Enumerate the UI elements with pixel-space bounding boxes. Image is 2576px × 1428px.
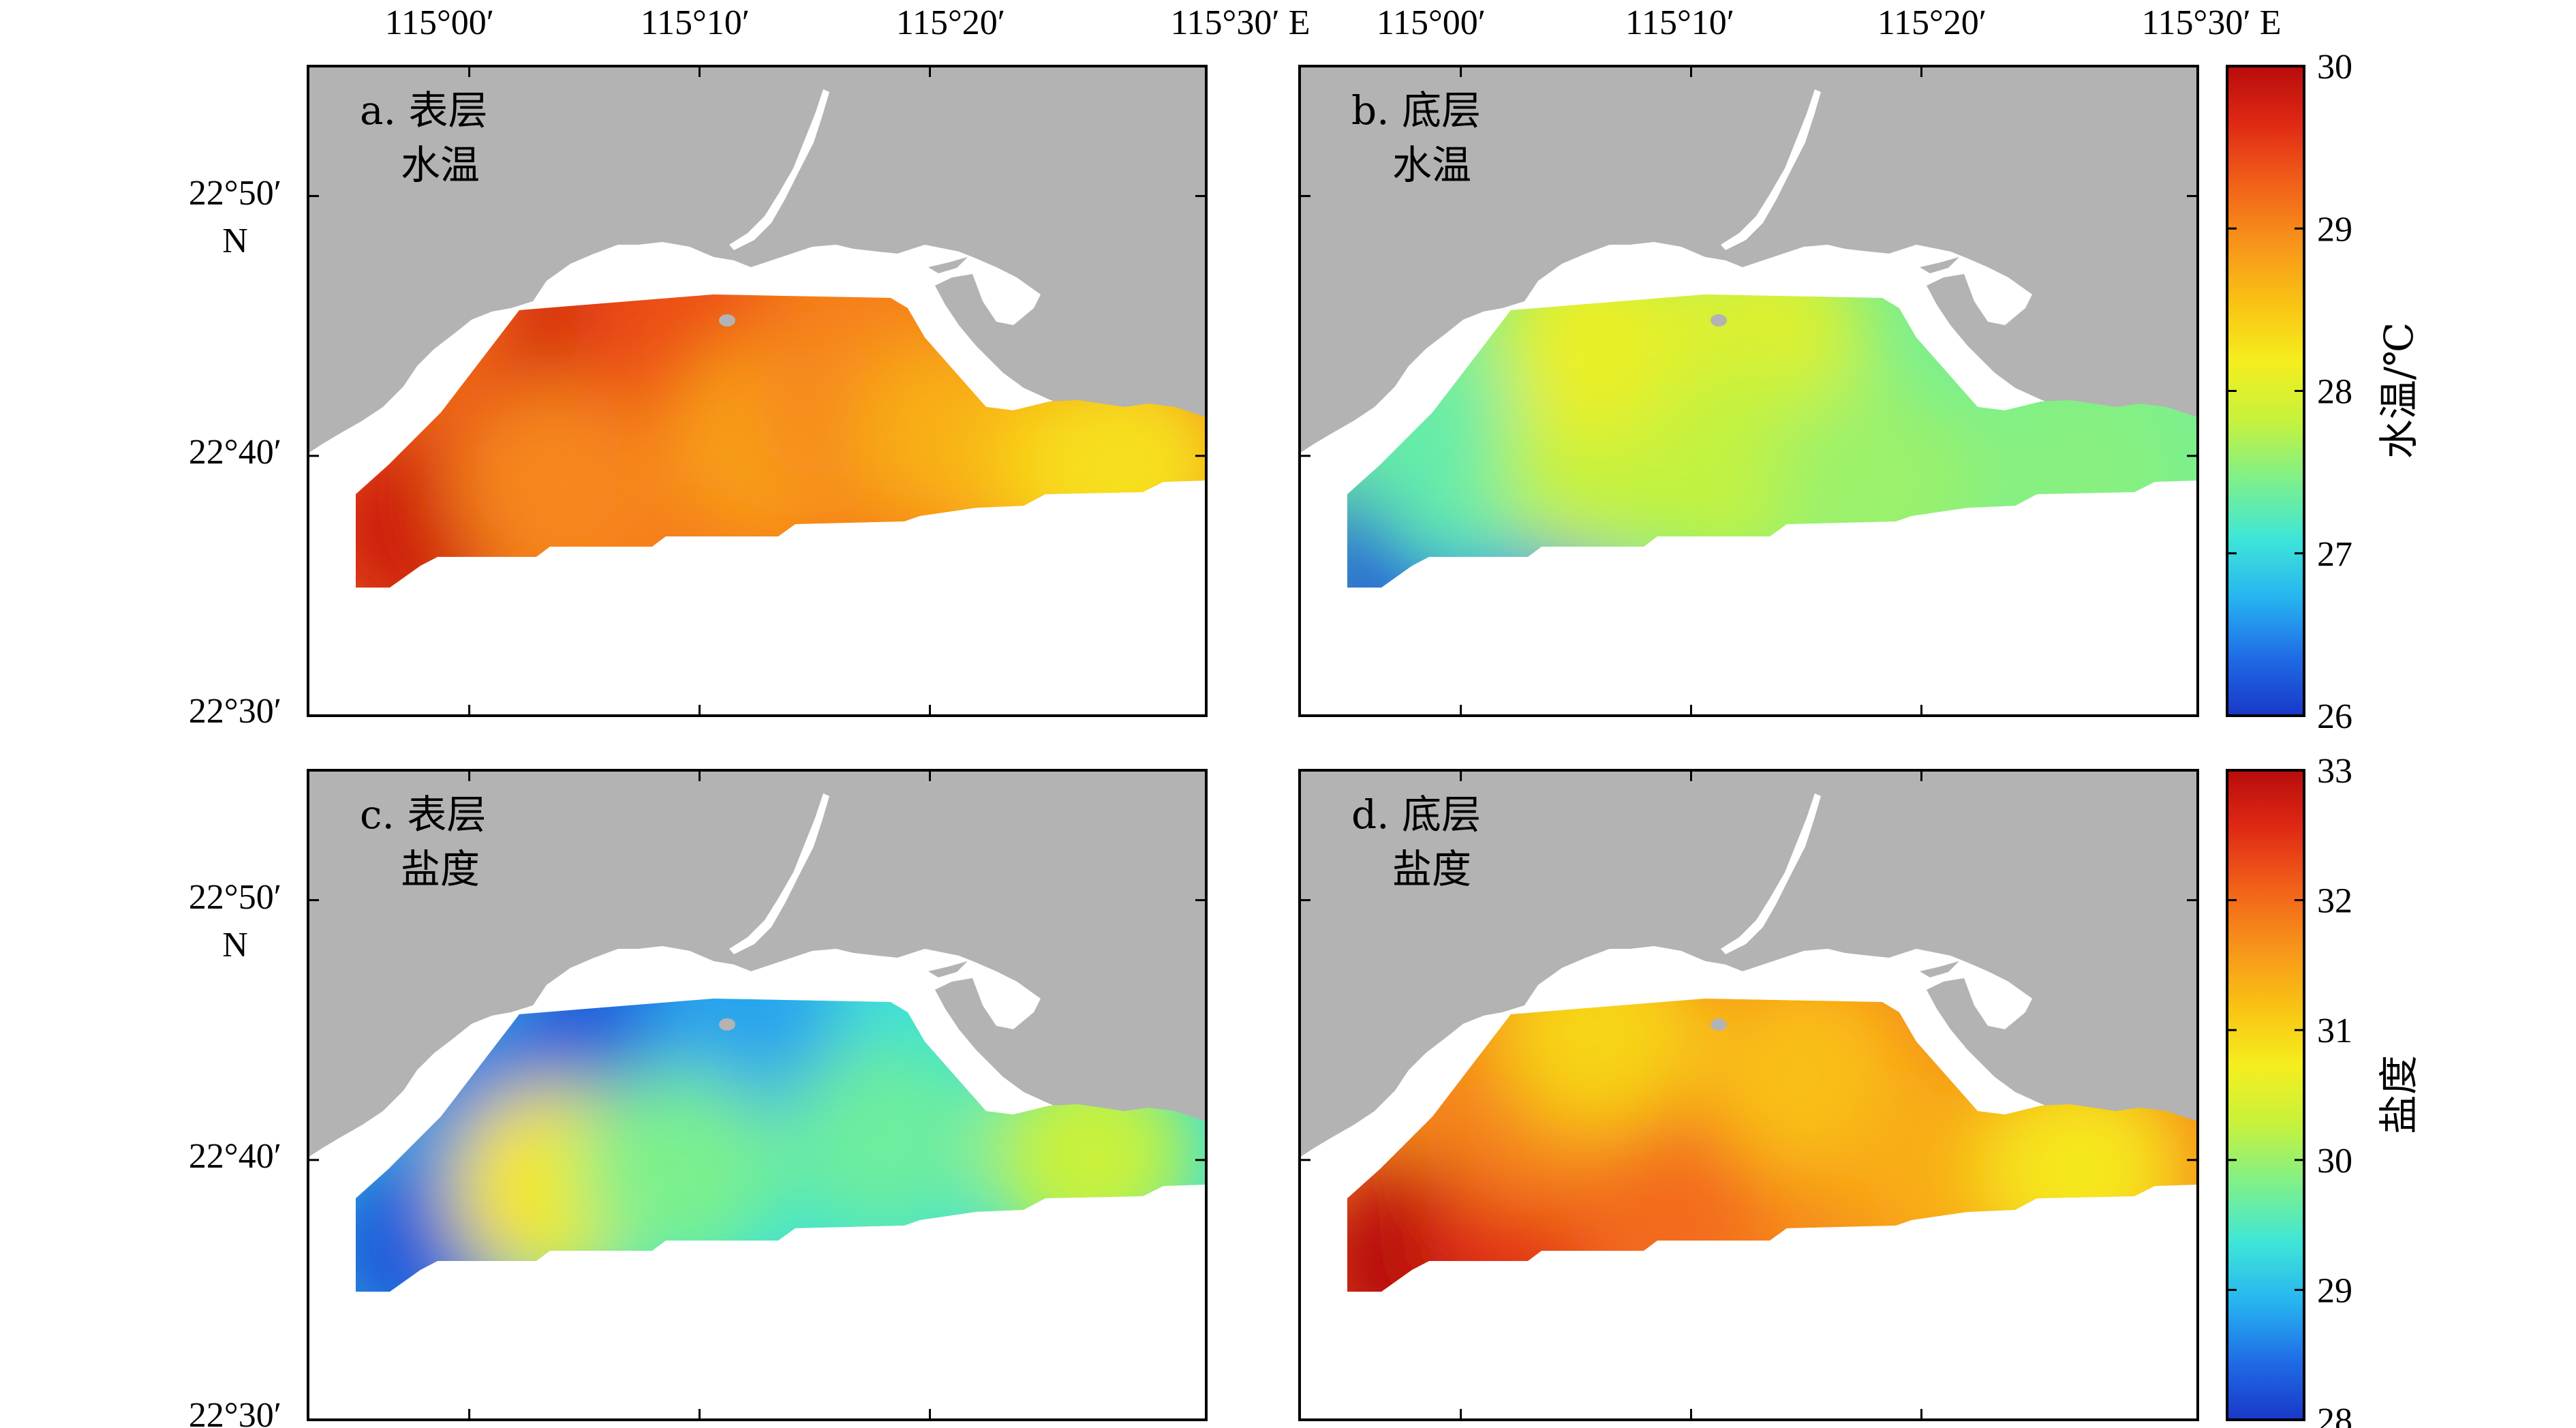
lat-tick-label: 22°50′ [189,174,281,213]
colorbar-temperature-ticks: 30 29 28 27 26 [2227,48,2352,736]
lat-unit-label: N [222,222,248,260]
panel-label-a: a. 表层 水温 [360,87,487,188]
panel-b-bottom-temperature [1298,65,2199,717]
colorbar-salinity-title: 盐度 [2376,1055,2422,1134]
panel-frame [1298,769,2199,1421]
land-mass [308,66,1206,453]
axis-ticks [1300,66,2198,717]
data-point-c [574,1068,779,1273]
colorbar-tick-label: 28 [2317,373,2352,412]
lat-tick-label: 22°40′ [189,1137,281,1176]
colorbar-tick-label: 31 [2317,1012,2352,1050]
panel-frame [307,65,1208,717]
panel-frame [1298,65,2199,717]
panel-label-line1: b. 底层 [1351,87,1481,134]
island [1300,318,1726,407]
lat-tick-label: 22°50′ [189,878,281,917]
colorbar-tick-label: 28 [2317,1401,2352,1428]
panel-label-line1: d. 底层 [1351,791,1481,838]
data-field [1347,294,2198,588]
land-mass [1300,66,2198,453]
panel-a-surface-temperature [307,65,1208,717]
lat-tick-label: 22°30′ [189,1396,281,1428]
panel-label-line2: 水温 [1392,142,1471,188]
lon-tick-label: 115°20′ [896,3,1005,42]
colorbar-temperature-fill [2226,65,2305,717]
land-mass [308,770,1206,1157]
colorbar-tick-label: 33 [2317,752,2352,791]
panel-label-line2: 水温 [401,142,480,188]
panel-label-line1: a. 表层 [360,87,487,134]
data-point-d [1497,999,1702,1133]
land-mass [1300,770,2198,1157]
panel-label-line2: 盐度 [1392,846,1471,892]
data-point-b [1497,294,1702,444]
panel-frame [307,769,1208,1421]
lon-tick-label: 115°10′ [641,3,750,42]
panel-c-surface-salinity [307,769,1208,1421]
panel-label-line2: 盐度 [401,846,480,892]
lat-tick-labels-bottom: 22°50′ N 22°40′ 22°30′ [189,878,281,1428]
data-point-c [781,1037,986,1242]
colorbar-tick-label: 30 [2317,1142,2352,1181]
field-blobs [1347,294,2185,588]
colorbar-salinity-fill [2226,769,2305,1421]
lat-tick-label: 22°30′ [189,692,281,731]
lat-unit-label: N [222,926,248,964]
lon-tick-label: 115°00′ [385,3,494,42]
lat-tick-labels-top: 22°50′ N 22°40′ 22°30′ [189,174,281,731]
data-point-a [450,379,655,584]
islet [719,314,735,326]
panel-label-d: d. 底层 盐度 [1351,791,1481,892]
colorbar-tick-label: 27 [2317,535,2352,574]
islet [719,1018,735,1031]
colorbar-temperature-title: 水温/℃ [2376,322,2422,459]
colorbar-temperature: 30 29 28 27 26 水温/℃ [2226,48,2422,736]
lon-tick-label: 115°00′ [1377,3,1486,42]
lon-tick-label: 115°30′ E [1170,3,1310,42]
islet [1711,1018,1727,1031]
colorbar-salinity: 33 32 31 30 29 28 盐度 [2226,752,2422,1428]
lat-tick-label: 22°40′ [189,433,281,472]
colorbar-tick-label: 29 [2317,210,2352,249]
panel-label-line1: c. 表层 [360,791,486,838]
lon-tick-label: 115°10′ [1625,3,1734,42]
colorbar-tick-label: 30 [2317,48,2352,87]
panel-label-b: b. 底层 水温 [1351,87,1481,188]
lon-tick-label: 115°30′ E [2141,3,2281,42]
colorbar-tick-label: 26 [2317,697,2352,736]
panel-d-bottom-salinity [1298,769,2199,1421]
panel-label-c: c. 表层 盐度 [360,791,486,892]
colorbar-tick-label: 32 [2317,882,2352,921]
lon-tick-label: 115°20′ [1877,3,1987,42]
lon-tick-labels-left: 115°00′ 115°10′ 115°20′ 115°30′ E [385,3,1310,42]
colorbar-salinity-ticks: 33 32 31 30 29 28 [2227,752,2352,1428]
lon-tick-labels-right: 115°00′ 115°10′ 115°20′ 115°30′ E [1377,3,2282,42]
island [1300,1022,1726,1111]
island [308,1022,734,1111]
colorbar-tick-label: 29 [2317,1271,2352,1310]
islet [1711,314,1727,326]
data-field [356,294,1206,588]
island [308,318,734,407]
